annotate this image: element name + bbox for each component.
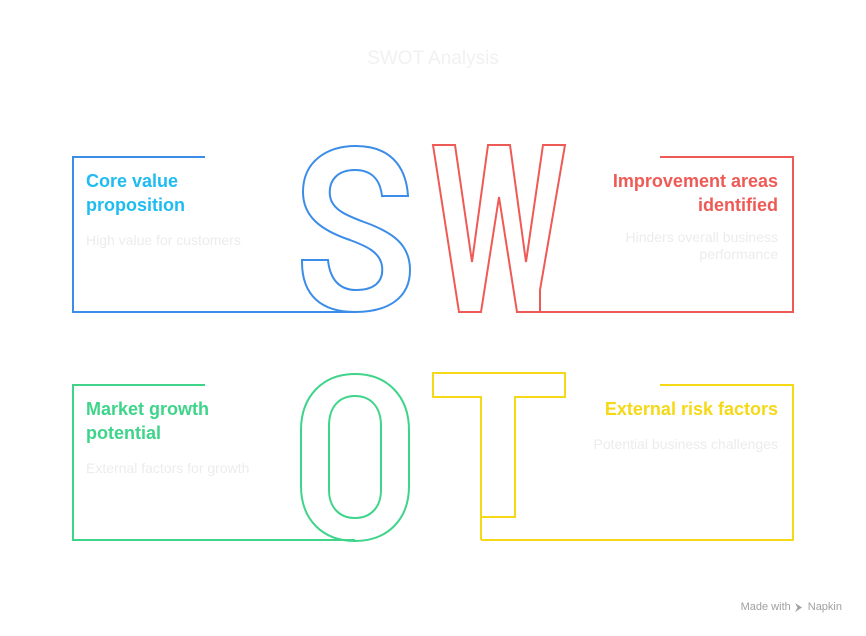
opportunities-heading: Market growth potential	[86, 397, 209, 445]
weaknesses-description-line1: Hinders overall business	[625, 229, 778, 245]
opportunities-description: External factors for growth	[86, 460, 250, 476]
opportunities-heading-line1: Market growth	[86, 399, 210, 419]
strengths-description: High value for customers	[86, 232, 241, 248]
strengths-heading: Core value proposition	[86, 169, 185, 217]
weaknesses-heading-line2: identified	[698, 195, 778, 215]
threats-heading-line1: External risk factors	[604, 399, 778, 419]
napkin-logo-icon	[794, 602, 802, 612]
threats-description: Potential business challenges	[593, 436, 778, 452]
footer: Made with Napkin	[741, 601, 842, 613]
made-with-label: Made with	[740, 601, 791, 613]
strengths-heading-line1: Core value	[86, 171, 179, 191]
letter-s-outline	[301, 144, 412, 314]
weaknesses-frame	[517, 156, 794, 313]
weaknesses-heading-line1: Improvement areas	[612, 171, 778, 191]
opportunities-frame	[72, 384, 355, 541]
letter-o-outline	[300, 372, 410, 543]
weaknesses-heading: Improvement areas identified	[613, 169, 778, 217]
strengths-heading-line2: proposition	[86, 195, 185, 215]
weaknesses-description-line2: performance	[699, 246, 778, 262]
letter-w-outline	[431, 144, 567, 313]
threats-frame	[481, 384, 794, 541]
letter-t-outline	[432, 372, 566, 540]
brand-label: Napkin	[807, 601, 842, 613]
opportunities-heading-line2: potential	[86, 423, 161, 443]
strengths-frame	[72, 156, 355, 313]
weaknesses-description: Hinders overall business performance	[625, 229, 778, 263]
threats-heading: External risk factors	[605, 397, 778, 421]
diagram-title: SWOT Analysis	[367, 48, 499, 69]
